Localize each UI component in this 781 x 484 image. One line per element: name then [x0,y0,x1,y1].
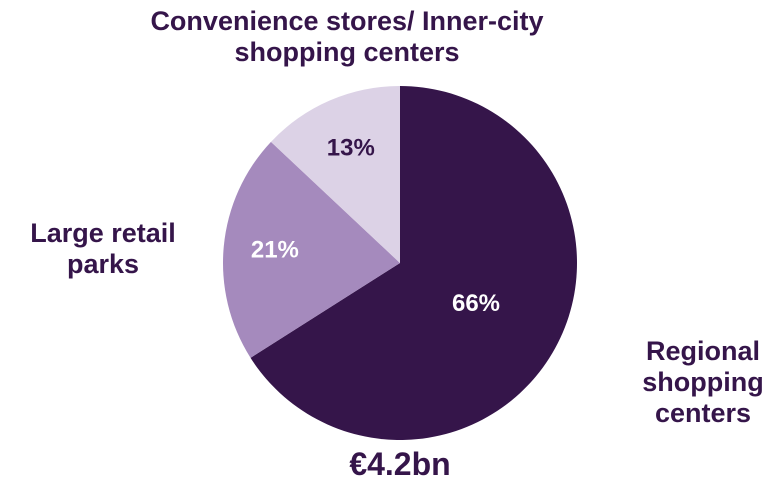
category-label: Convenience stores/ Inner-city shopping … [150,6,544,67]
value-label: 66% [452,290,500,317]
value-label: 21% [251,237,299,264]
pie-slice [222,141,400,358]
category-label: Large retail parks [30,218,176,279]
value-label: 13% [327,135,375,162]
total-label: €4.2bn [349,446,451,482]
pie-slice [270,86,400,263]
pie-slice [250,86,577,440]
category-label: Regional shopping centers [642,336,764,428]
